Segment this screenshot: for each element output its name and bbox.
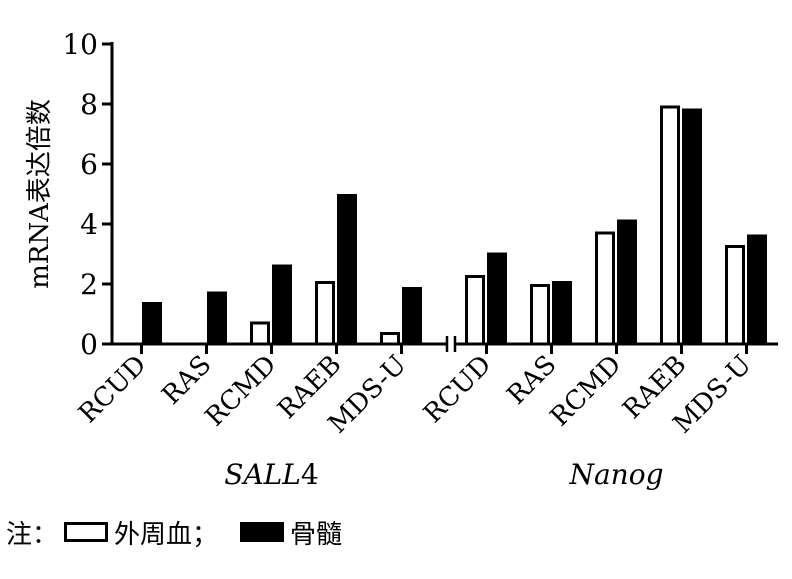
group-label: Nanog bbox=[568, 458, 663, 491]
bar-bone-marrow bbox=[552, 281, 572, 346]
legend-label-peripheral-blood: 外周血； bbox=[114, 519, 219, 550]
bar-peripheral-blood bbox=[465, 275, 485, 346]
legend-prefix: 注： bbox=[6, 519, 59, 550]
group-label: SALL4 bbox=[224, 458, 318, 491]
bar-peripheral-blood bbox=[660, 105, 680, 346]
x-tick-label: RCUD bbox=[73, 350, 152, 429]
bar-bone-marrow bbox=[207, 291, 227, 346]
y-tick-label: 8 bbox=[80, 88, 98, 121]
bar-bone-marrow bbox=[682, 108, 702, 346]
bar-peripheral-blood bbox=[315, 281, 335, 346]
legend-swatch-bone-marrow bbox=[240, 522, 285, 542]
axes bbox=[102, 42, 778, 354]
y-tick-label: 0 bbox=[80, 328, 98, 361]
legend-swatch-peripheral-blood bbox=[64, 522, 109, 542]
bar-peripheral-blood bbox=[380, 332, 400, 346]
y-tick-label: 2 bbox=[80, 268, 98, 301]
x-tick-label: RCMD bbox=[200, 350, 283, 433]
bar-peripheral-blood bbox=[725, 245, 745, 346]
bar-bone-marrow bbox=[617, 219, 637, 346]
bar-bone-marrow bbox=[142, 302, 162, 346]
bar-bone-marrow bbox=[337, 194, 357, 346]
bar-bone-marrow bbox=[747, 234, 767, 346]
legend: 注： 外周血； 骨髓 bbox=[6, 512, 342, 552]
bar-bone-marrow bbox=[402, 287, 422, 346]
bars bbox=[142, 105, 767, 346]
y-axis-label: mRNA表达倍数 bbox=[25, 99, 55, 289]
bar-bone-marrow bbox=[487, 252, 507, 346]
y-tick-label: 10 bbox=[62, 28, 98, 61]
x-tick-label: RCUD bbox=[418, 350, 497, 429]
y-tick-label: 6 bbox=[80, 148, 98, 181]
bar-peripheral-blood bbox=[595, 231, 615, 346]
x-tick-label: RCMD bbox=[545, 350, 628, 433]
bar-peripheral-blood bbox=[530, 284, 550, 346]
y-tick-label: 4 bbox=[80, 208, 98, 241]
legend-label-bone-marrow: 骨髓 bbox=[290, 519, 343, 550]
bar-peripheral-blood bbox=[250, 321, 270, 346]
bar-bone-marrow bbox=[272, 264, 292, 346]
